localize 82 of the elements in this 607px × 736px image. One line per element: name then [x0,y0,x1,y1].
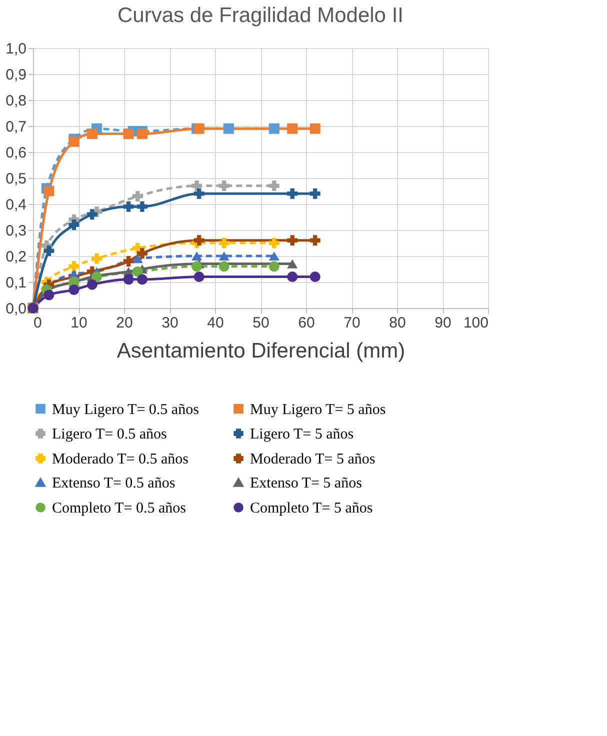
point [44,186,54,196]
point [91,253,102,264]
x-tick-label: 10 [70,314,88,332]
point [136,274,148,285]
legend-label: Completo T= 5 años [250,500,373,516]
chart-title: Curvas de Fragilidad Modelo II [118,4,404,27]
point [310,235,320,246]
point [91,272,102,282]
point [310,188,320,199]
legend-label: Ligero T= 0.5 años [52,426,167,442]
x-axis-title: Asentamiento Diferencial (mm) [116,340,406,362]
point [223,123,234,134]
legend-label: Muy Ligero T= 5 años [250,402,386,418]
point [287,123,298,134]
y-tick-label: 0,0 [6,300,26,318]
y-tick-label: 0,1 [6,274,26,292]
y-tick-label: 0,6 [6,144,26,162]
legend-label: Muy Ligero T= 0.5 años [52,402,200,418]
point [86,128,98,140]
point [68,220,80,230]
point [268,180,280,192]
point [310,272,320,282]
x-tick-label: 70 [344,314,360,332]
point [123,256,134,266]
x-tick-label: 100 [463,314,488,332]
legend-label: Extenso T= 5 años [250,476,362,492]
point [218,261,230,272]
x-tick-label: 30 [162,314,178,332]
x-tick-label: 40 [207,314,224,332]
point [132,190,143,202]
y-tick-label: 0,9 [6,66,26,84]
x-tick-label: 60 [298,314,315,332]
point [136,248,148,259]
point [192,251,202,261]
y-tick-label: 0,8 [6,92,26,110]
y-tick-label: 0,3 [6,222,26,240]
point [86,209,98,220]
y-tick-label: 0,7 [6,118,26,136]
point [68,261,80,272]
point [218,180,230,192]
point [287,188,298,199]
point [68,284,80,296]
legend-label: Moderado T= 0.5 años [52,452,189,468]
legend-label: Extenso T= 0.5 años [52,476,176,492]
point [44,290,54,300]
point [287,259,298,268]
point [123,201,134,212]
point [86,279,98,290]
point [268,261,280,272]
point [310,123,320,134]
y-tick-label: 0,2 [6,248,26,266]
point [136,201,148,212]
x-tick-label: 20 [116,314,133,332]
y-tick-label: 0,5 [6,170,26,188]
point [268,251,280,261]
point [192,180,202,192]
point [268,238,280,248]
point [123,128,134,140]
x-tick-label: 80 [389,314,406,332]
y-tick-label: 1,0 [6,40,26,58]
x-tick-label: 90 [434,314,452,332]
point [218,251,230,261]
point [194,188,204,199]
x-tick-label: 0 [34,314,42,332]
point [192,261,202,272]
y-tick-label: 0,4 [6,196,26,214]
point [194,272,204,282]
point [268,123,280,134]
point [287,272,298,282]
legend-label: Moderado T= 5 años [250,452,376,468]
point [287,235,298,246]
point [123,274,134,285]
point [68,136,80,147]
point [136,128,148,140]
point [132,266,143,277]
point [218,238,230,248]
legend-label: Completo T= 0.5 años [52,500,186,516]
point [194,235,204,246]
point [44,246,54,256]
legend-label: Ligero T= 5 años [250,426,354,442]
point [132,254,143,264]
x-tick-label: 50 [252,314,270,332]
